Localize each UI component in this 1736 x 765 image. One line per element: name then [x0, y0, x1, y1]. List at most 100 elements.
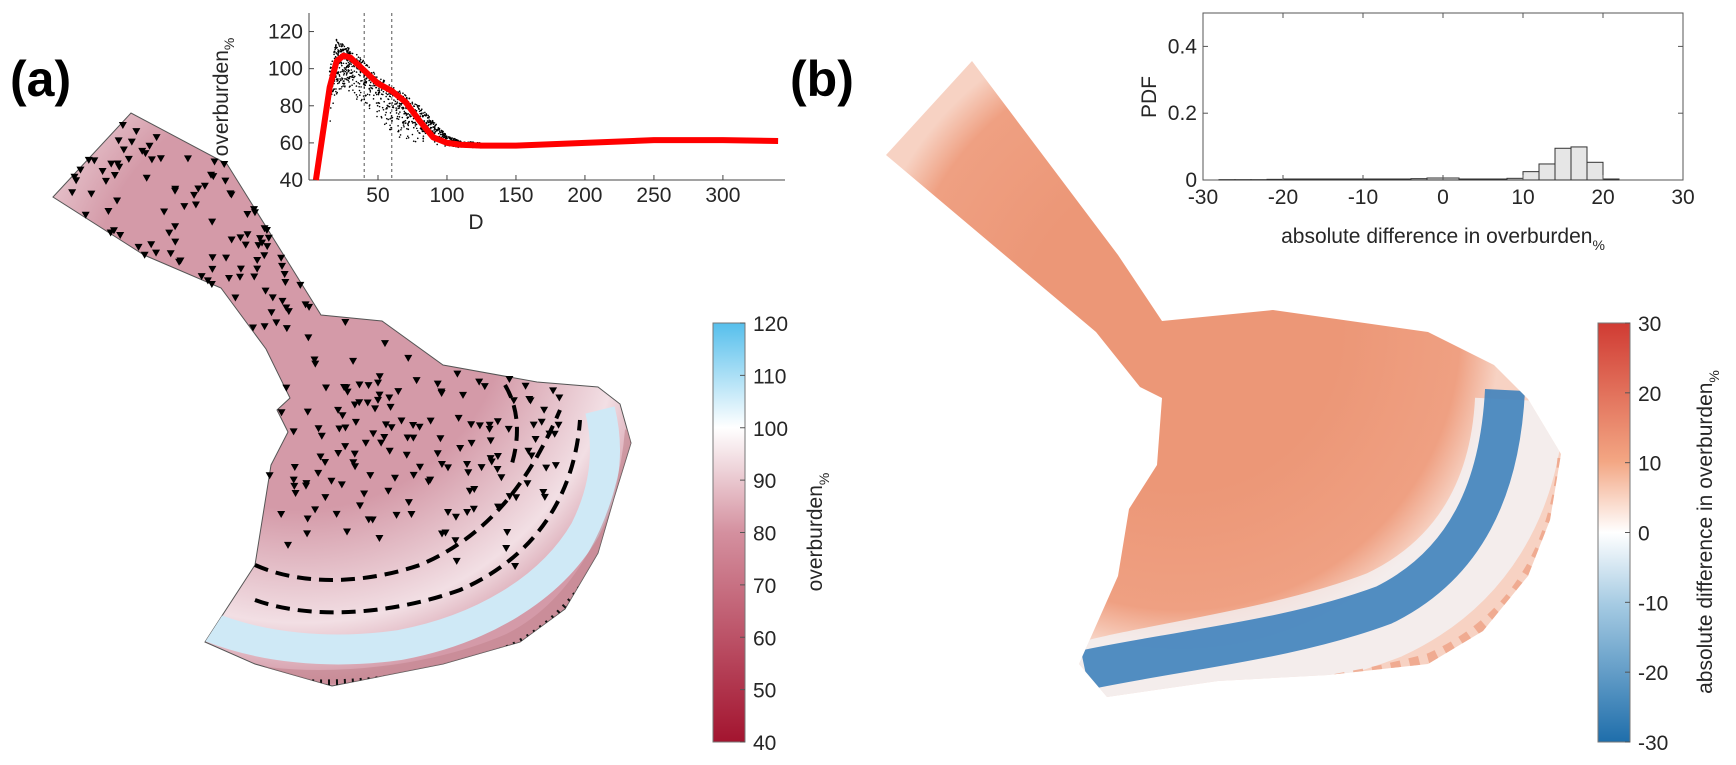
- station-triangle-icon: [412, 377, 421, 385]
- inset-a-scatter-point: [339, 43, 342, 45]
- inset-a-scatter-point: [384, 114, 387, 116]
- inset-a-scatter-point: [338, 45, 341, 47]
- inset-a-scatter-point: [375, 102, 378, 104]
- inset-a-scatter-point: [338, 66, 341, 69]
- colorbar-b-gradient: [1597, 322, 1631, 743]
- inset-a-scatter-point: [377, 89, 379, 92]
- station-triangle-icon: [190, 191, 199, 199]
- inset-a-scatter-point: [378, 110, 380, 112]
- station-triangle-icon: [76, 166, 85, 174]
- inset-a-scatter-point: [347, 79, 350, 82]
- inset-a-scatter-point: [343, 48, 345, 51]
- station-triangle-icon: [118, 121, 127, 129]
- station-triangle-icon: [502, 544, 511, 552]
- inset-a-scatter-point: [349, 52, 352, 55]
- inset-a-scatter-point: [387, 118, 390, 121]
- inset-a-scatter-point: [430, 123, 432, 126]
- inset-a-scatter-point: [448, 137, 451, 140]
- inset-a-scatter-point: [382, 79, 385, 82]
- station-triangle-icon: [371, 405, 380, 413]
- station-triangle-icon: [487, 458, 496, 466]
- station-triangle-icon: [127, 138, 136, 146]
- inset-a-scatter-point: [399, 134, 402, 136]
- station-triangle-icon: [138, 147, 147, 155]
- hist-xtick-label: -10: [1348, 186, 1378, 209]
- station-triangle-icon: [235, 273, 244, 281]
- inset-a-scatter-point: [380, 93, 383, 95]
- inset-a-scatter-point: [338, 51, 340, 53]
- inset-a-scatter-point: [340, 61, 343, 64]
- inset-a-scatter-point: [418, 110, 421, 113]
- inset-a-scatter-point: [359, 57, 361, 59]
- inset-a-scatter-point: [358, 73, 360, 76]
- inset-a-scatter-point: [391, 116, 394, 119]
- station-triangle-icon: [402, 451, 411, 459]
- inset-a-scatter-point: [369, 89, 372, 92]
- inset-a-scatter-point: [453, 139, 455, 141]
- inset-a-scatter-point: [395, 109, 398, 112]
- colorbar-a-gradient: [712, 322, 746, 743]
- station-triangle-icon: [236, 234, 245, 242]
- station-triangle-icon: [355, 502, 364, 510]
- station-triangle-icon: [540, 493, 549, 501]
- station-triangle-icon: [475, 422, 484, 430]
- station-triangle-icon: [254, 242, 263, 250]
- inset-a-scatter-point: [432, 123, 435, 125]
- hist-bar: [1586, 161, 1604, 181]
- hist-xtick-label: 20: [1591, 186, 1614, 209]
- inset-a-scatter-point: [332, 102, 334, 104]
- cbarB-tick-label: 30: [1638, 313, 1661, 336]
- inset-a-scatter-point: [385, 117, 388, 120]
- inset-a-scatter-point: [444, 133, 447, 135]
- inset-a-scatter-point: [330, 63, 332, 65]
- station-triangle-icon: [350, 450, 359, 458]
- inset-a-scatter-point: [387, 93, 390, 95]
- station-triangle-icon: [380, 340, 389, 348]
- inset-a-scatter-point: [432, 126, 434, 128]
- station-triangle-icon: [504, 425, 513, 433]
- station-triangle-icon: [303, 530, 312, 538]
- inset-a-scatter-point: [368, 107, 371, 110]
- inset-a-scatter-point: [389, 124, 391, 127]
- inset-a-scatter-point: [405, 96, 408, 99]
- station-triangle-icon: [278, 262, 287, 270]
- cbarA-tick-label: 110: [753, 365, 786, 388]
- inset-a-scatter-point: [422, 112, 424, 114]
- inset-a-scatter-point: [363, 87, 366, 89]
- inset-a-scatter-point: [393, 99, 395, 101]
- hist-xtick-label: -30: [1188, 186, 1218, 209]
- station-triangle-icon: [437, 388, 446, 396]
- station-triangle-icon: [280, 270, 289, 278]
- station-triangle-icon: [220, 160, 229, 168]
- inset-a-scatter-point: [348, 77, 351, 80]
- station-triangle-icon: [390, 474, 399, 482]
- station-triangle-icon: [243, 210, 252, 218]
- inset-a-scatter-point: [365, 77, 368, 79]
- station-triangle-icon: [444, 508, 453, 516]
- station-triangle-icon: [208, 218, 217, 226]
- inset-a-scatter-point: [339, 78, 341, 80]
- station-triangle-icon: [268, 294, 277, 302]
- inset-a-scatter-point: [335, 78, 338, 81]
- inset-a-scatter-point: [441, 129, 443, 132]
- inset-a-scatter-point: [369, 81, 372, 84]
- inset-a-scatter-point: [390, 126, 392, 129]
- inset-a-scatter-point: [439, 133, 442, 136]
- station-triangle-icon: [197, 273, 206, 281]
- inset-a-scatter-point: [411, 101, 414, 104]
- inset-a-scatter-point: [400, 104, 403, 106]
- inset-a-xtick-label: 100: [429, 184, 464, 207]
- inset-a-scatter-point: [343, 80, 345, 82]
- inset-a-scatter-point: [340, 77, 343, 79]
- station-triangle-icon: [253, 257, 262, 265]
- station-triangle-icon: [296, 281, 305, 289]
- station-triangle-icon: [453, 370, 462, 378]
- station-triangle-icon: [147, 156, 156, 164]
- station-triangle-icon: [486, 437, 495, 445]
- station-triangle-icon: [554, 421, 563, 429]
- station-triangle-icon: [260, 323, 269, 331]
- inset-a-scatter-point: [368, 79, 370, 82]
- station-triangle-icon: [115, 163, 124, 171]
- cbarA-tick-label: 80: [753, 523, 776, 546]
- station-triangle-icon: [527, 452, 536, 460]
